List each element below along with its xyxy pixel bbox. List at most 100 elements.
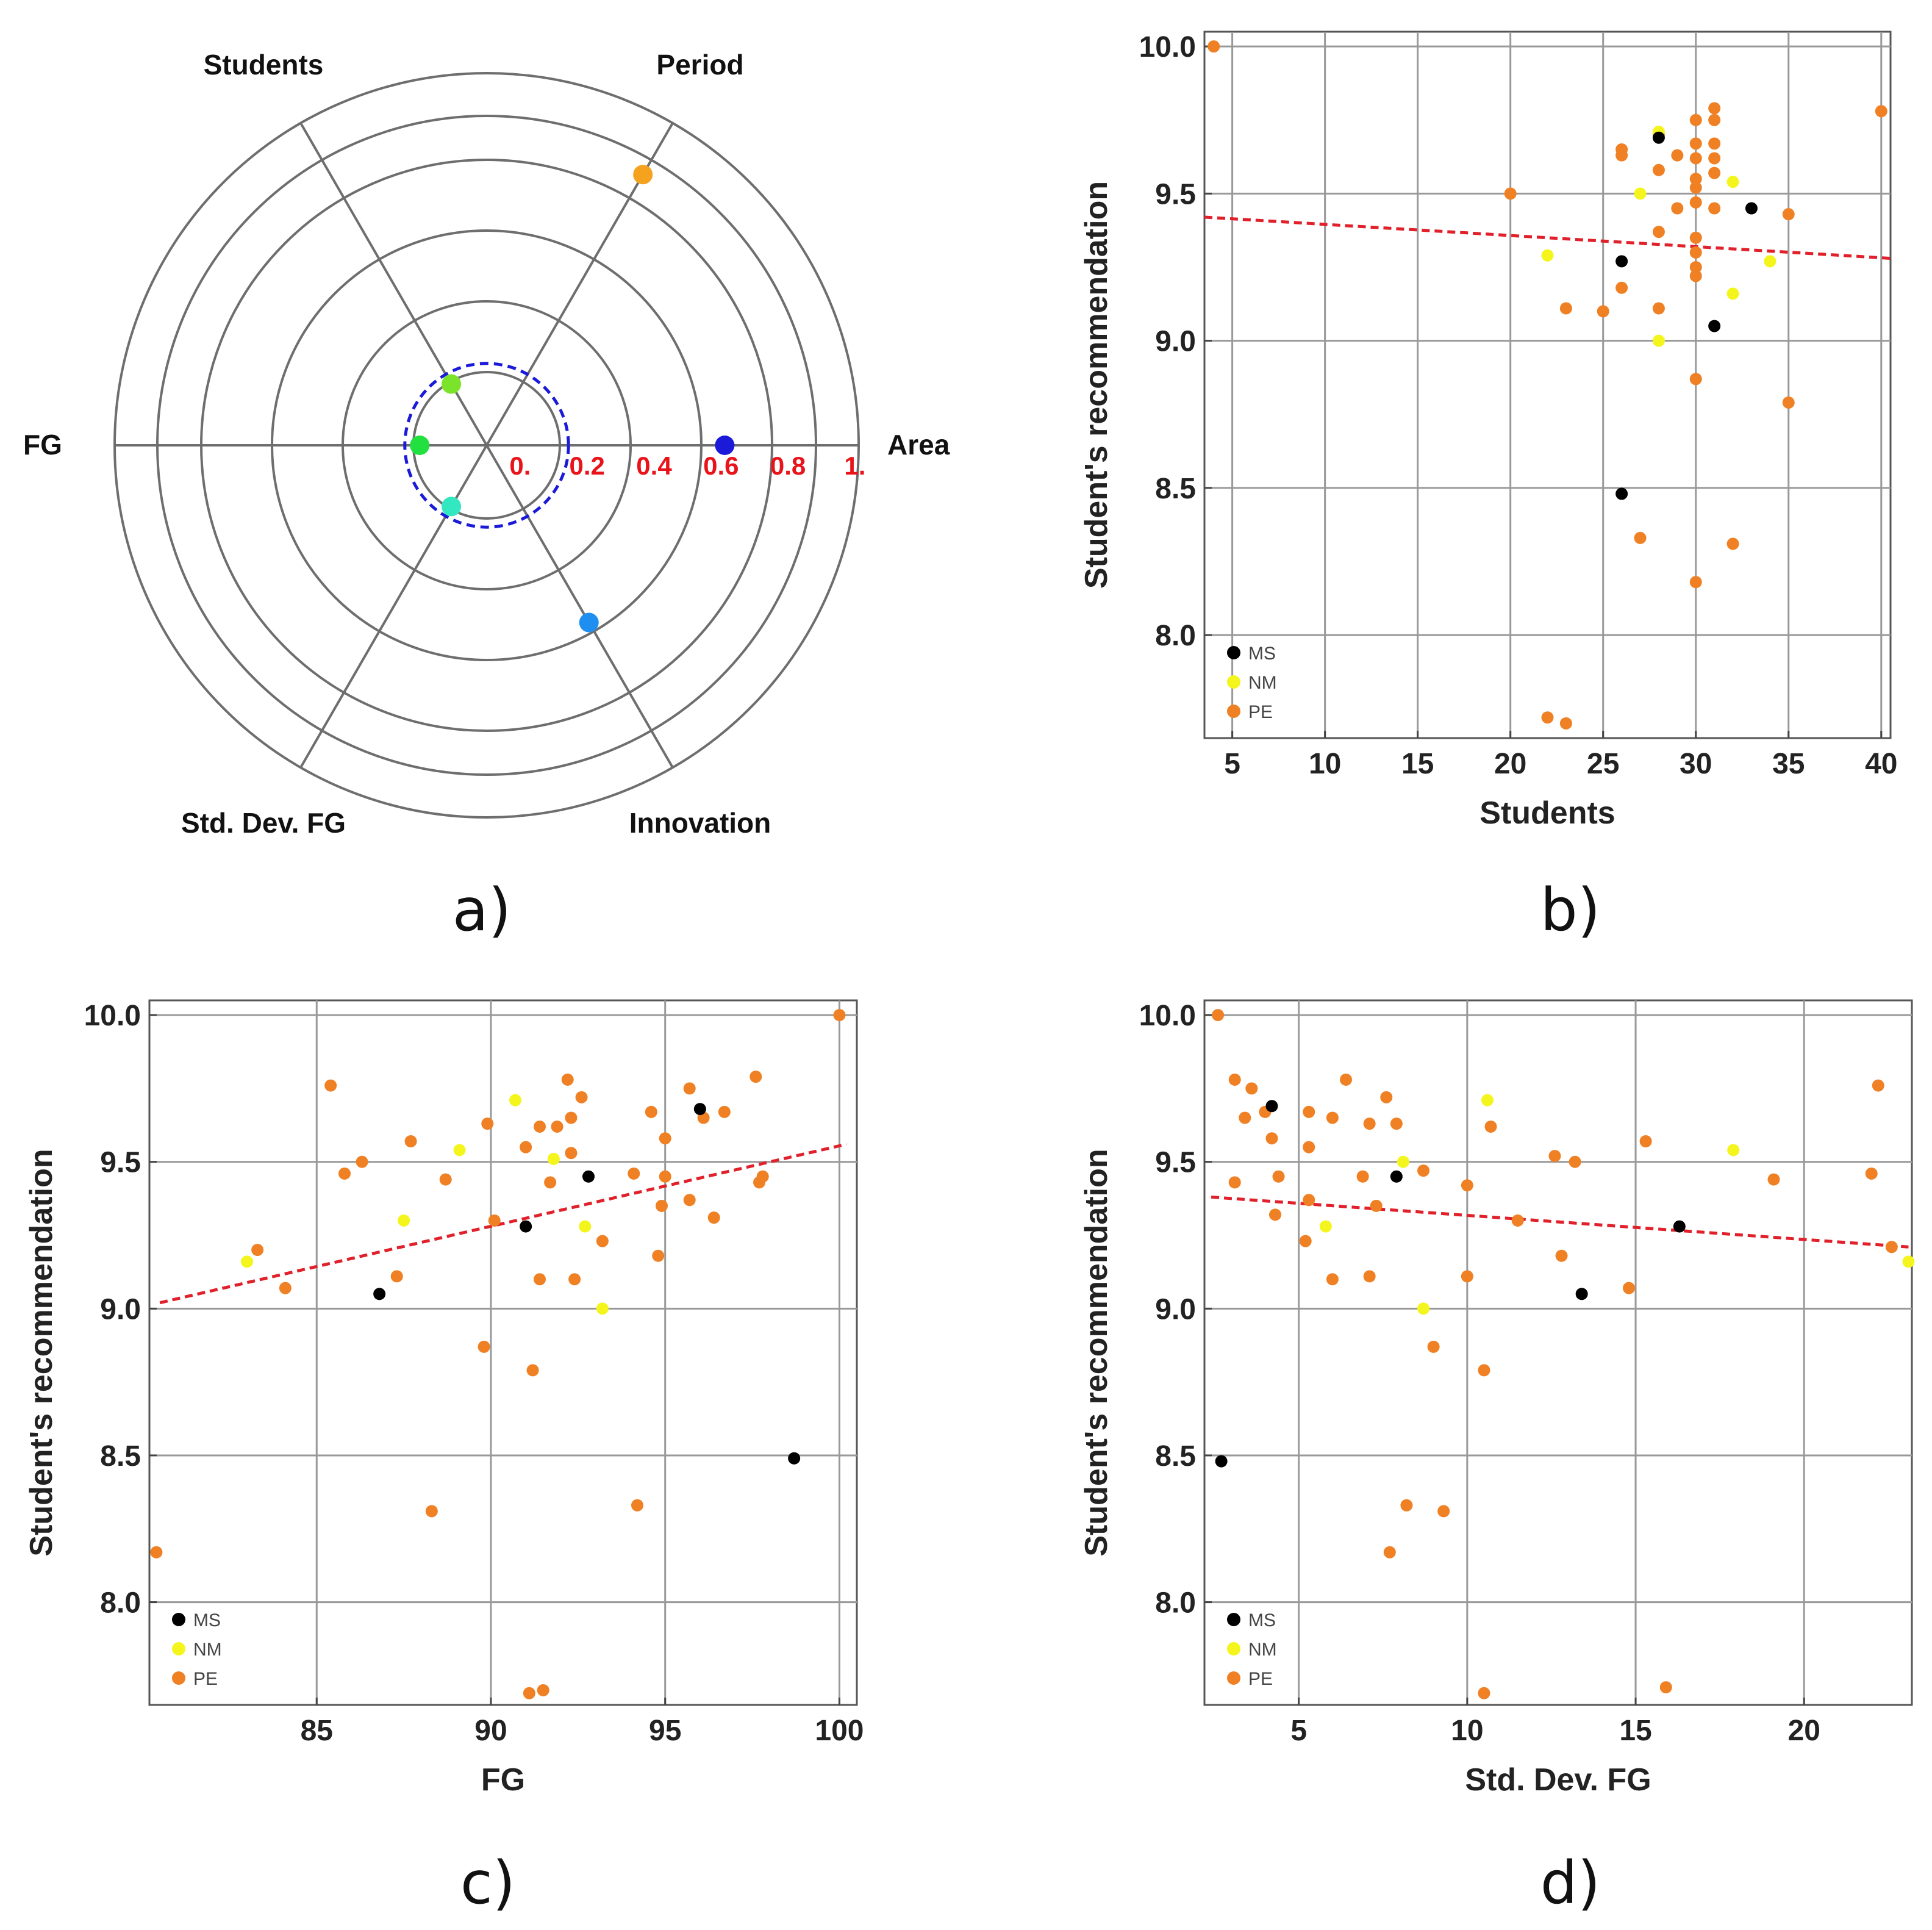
legend-label-nm: NM <box>1248 1640 1277 1660</box>
data-point-pe <box>1326 1273 1339 1286</box>
y-tick-label: 8.0 <box>1155 620 1196 652</box>
data-point-pe <box>1212 1009 1225 1022</box>
data-point-nm <box>1727 1144 1740 1157</box>
y-tick-label: 8.0 <box>100 1587 141 1620</box>
data-point-pe <box>1885 1241 1898 1254</box>
panel-label-c: c) <box>460 1849 515 1917</box>
legend-label-pe: PE <box>1248 1669 1273 1689</box>
x-tick-label: 40 <box>1865 748 1897 780</box>
data-point-pe <box>390 1270 403 1283</box>
data-point-pe <box>551 1120 564 1133</box>
data-point-pe <box>1208 40 1220 53</box>
data-point-pe <box>1689 231 1702 244</box>
data-point-nm <box>1726 176 1739 188</box>
data-point-pe <box>565 1147 578 1160</box>
data-point-pe <box>575 1091 588 1103</box>
data-point-pe <box>1623 1282 1635 1294</box>
data-point-pe <box>1400 1499 1413 1512</box>
x-axis-title: Std. Dev. FG <box>1465 1762 1651 1798</box>
radar-chart-panel-a: Area Period Students FG Std. Dev. FG Innovati… <box>23 49 950 839</box>
data-point-pe <box>1689 113 1702 126</box>
data-point-pe <box>1875 105 1887 118</box>
x-axis-title: Students <box>1479 795 1615 831</box>
legend-marker-pe <box>172 1671 185 1685</box>
data-point-pe <box>1652 226 1665 239</box>
data-point-pe <box>1299 1235 1312 1247</box>
data-point-pe <box>1541 711 1554 724</box>
data-point-pe <box>1689 137 1702 150</box>
scatter-chart-panel-b: 5 10 15 20 25 30 35 40 8.0 8.5 9.0 9.5 10.0 Students S… <box>1079 30 1897 831</box>
radar-axis-label: Std. Dev. FG <box>181 807 346 839</box>
data-point-pe <box>1671 202 1684 215</box>
data-point-nm <box>579 1220 592 1233</box>
data-point-pe <box>683 1082 696 1095</box>
data-point-ms <box>693 1103 706 1116</box>
data-point-pe <box>478 1340 490 1353</box>
data-point-nm <box>398 1214 410 1227</box>
trend-line <box>1211 1195 1909 1249</box>
legend-marker-nm <box>1227 1642 1240 1656</box>
x-tick-label: 30 <box>1680 748 1712 780</box>
data-point-pe <box>1652 163 1665 176</box>
data-point-pe <box>1265 1132 1278 1145</box>
data-point-pe <box>1370 1199 1383 1212</box>
legend-label-ms: MS <box>193 1610 221 1630</box>
data-point-nm <box>1481 1094 1494 1107</box>
data-point-pe <box>1689 373 1702 386</box>
data-point-ms <box>1673 1220 1686 1233</box>
data-point-pe <box>1708 152 1721 165</box>
radar-axis-label: Period <box>656 49 743 81</box>
data-point-pe <box>1615 281 1628 294</box>
data-point-pe <box>1689 270 1702 282</box>
radar-radial-tick-label: 0. <box>509 451 531 480</box>
panel-label-d: d) <box>1540 1849 1600 1917</box>
plot-frame <box>1203 999 1913 1706</box>
data-point-pe <box>750 1071 762 1083</box>
data-point-pe <box>656 1199 668 1212</box>
data-point-pe <box>1615 143 1628 156</box>
scatter-chart-panel-d: 5 10 15 20 8.0 8.5 9.0 9.5 10.0 Std. Dev. FG Stude… <box>1079 999 1915 1798</box>
data-point-pe <box>1689 181 1702 194</box>
y-tick-label: 9.5 <box>1155 1147 1196 1179</box>
data-point-pe <box>1689 152 1702 165</box>
data-point-pe <box>1548 1150 1561 1163</box>
data-point-nm <box>1634 187 1647 200</box>
data-point-pe <box>526 1364 539 1377</box>
data-point-pe <box>1639 1135 1652 1147</box>
data-point-ms <box>788 1452 801 1465</box>
data-point-nm <box>1652 334 1665 347</box>
data-point-ms <box>1652 131 1665 144</box>
data-point-pe <box>659 1170 671 1183</box>
data-point-ms <box>582 1170 595 1183</box>
legend-label-ms: MS <box>1248 1610 1276 1630</box>
data-point-pe <box>1269 1208 1281 1221</box>
data-point-pe <box>1504 187 1517 200</box>
data-point-pe <box>631 1499 643 1512</box>
plot-frame <box>1203 30 1892 739</box>
y-tick-label: 8.0 <box>1155 1587 1196 1620</box>
data-point-pe <box>1303 1141 1315 1153</box>
data-point-ms <box>1745 202 1758 215</box>
data-point-pe <box>1708 113 1721 126</box>
data-point-pe <box>439 1173 452 1186</box>
data-point-nm <box>1726 287 1739 300</box>
legend-marker-ms <box>172 1613 185 1626</box>
data-point-ms <box>1708 320 1721 332</box>
data-point-pe <box>707 1211 720 1224</box>
legend-label-nm: NM <box>193 1640 222 1660</box>
data-point-ms <box>1615 487 1628 500</box>
data-point-pe <box>150 1546 163 1559</box>
x-tick-label: 100 <box>815 1715 864 1747</box>
radar-radial-tick-label: 1. <box>844 451 865 480</box>
y-tick-label: 9.0 <box>1155 326 1196 358</box>
data-point-pe <box>1689 576 1702 589</box>
plot-frame <box>148 999 858 1706</box>
data-point-nm <box>547 1152 560 1165</box>
y-tick-label: 9.0 <box>100 1293 141 1326</box>
y-tick-label: 9.0 <box>1155 1293 1196 1326</box>
data-point-pe <box>404 1135 417 1147</box>
data-point-pe <box>1708 102 1721 115</box>
data-point-pe <box>718 1105 731 1118</box>
data-point-pe <box>1559 717 1572 730</box>
